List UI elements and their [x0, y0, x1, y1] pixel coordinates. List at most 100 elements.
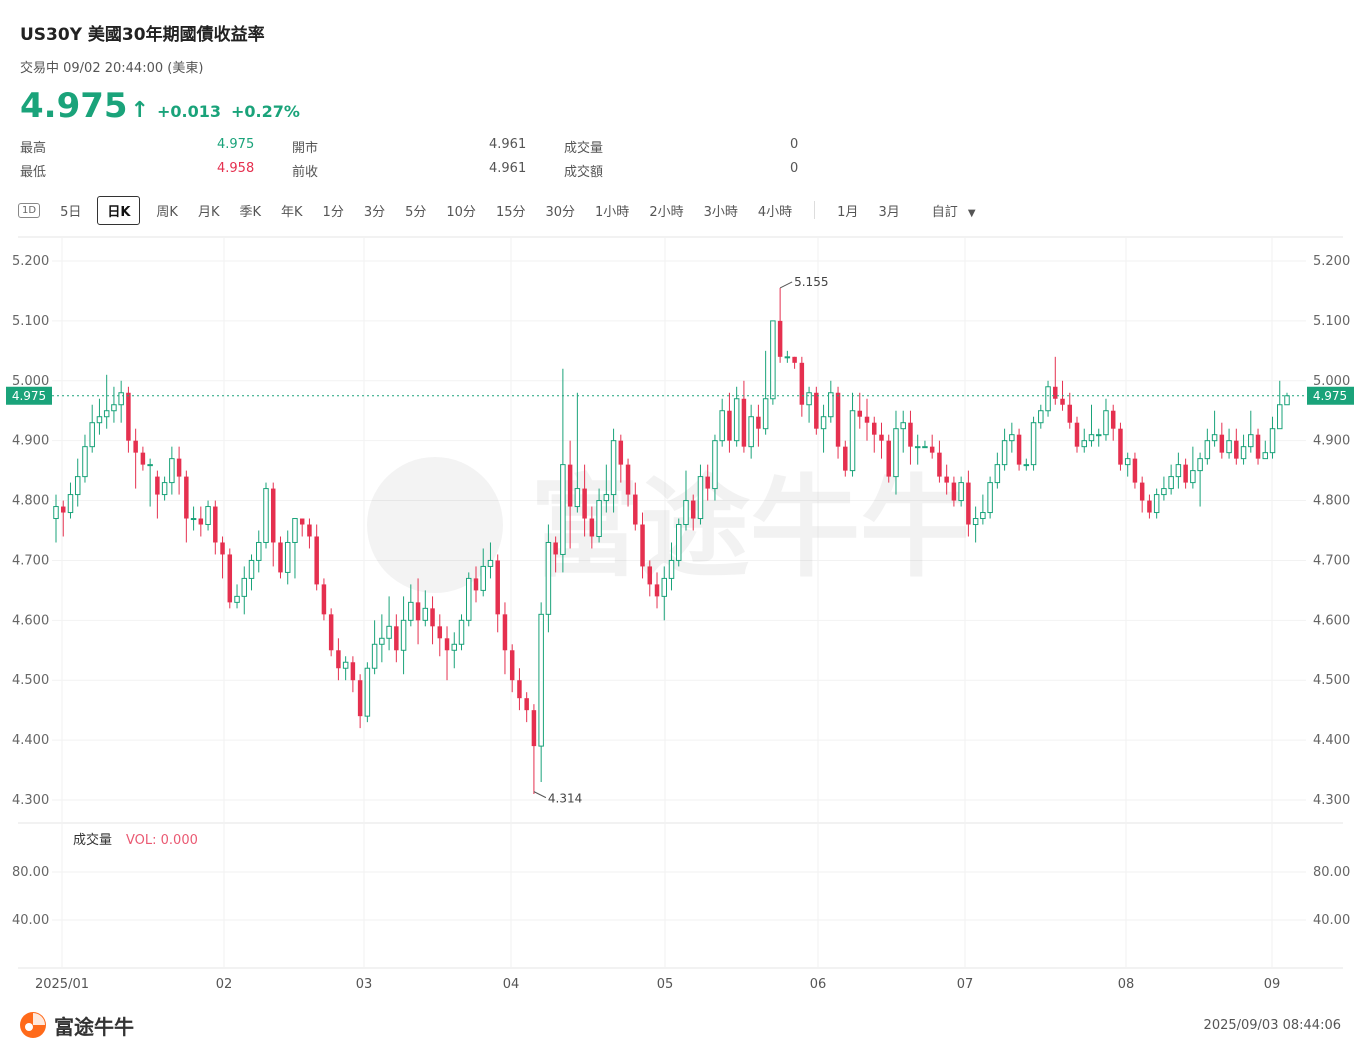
candle-body: [987, 482, 993, 514]
candle: [422, 590, 429, 627]
candle-body: [1269, 428, 1276, 454]
candle-body: [299, 518, 305, 525]
candle-body: [336, 650, 341, 669]
candle-body: [784, 356, 791, 359]
tab-5d[interactable]: 5日: [60, 204, 82, 220]
candle: [944, 464, 949, 495]
chart-grid: [18, 236, 1343, 969]
tab-1month[interactable]: 1月: [837, 204, 859, 220]
tab-3min[interactable]: 3分: [363, 204, 386, 220]
tab-weekly-k[interactable]: 周K: [156, 204, 178, 220]
candle-body: [263, 488, 269, 543]
y-tick-label-left: 4.500: [12, 673, 49, 688]
tab-daily-k[interactable]: 日K: [97, 195, 141, 225]
tab-monthly-k[interactable]: 月K: [197, 204, 220, 220]
candle: [371, 620, 378, 675]
one-day-icon[interactable]: 1D: [18, 202, 41, 218]
low-annotation-label: 4.314: [548, 792, 582, 806]
tab-3hour[interactable]: 3小時: [703, 204, 738, 220]
candle-body: [1045, 386, 1051, 412]
candle-body: [828, 392, 834, 418]
candle: [640, 512, 645, 579]
current-price-badge-left-text: 4.975: [12, 389, 46, 403]
candle: [1183, 458, 1188, 489]
tab-4hour[interactable]: 4小時: [757, 204, 793, 220]
x-tick-label: 2025/01: [35, 977, 89, 992]
candle-body: [1088, 434, 1095, 442]
tab-30min[interactable]: 30分: [545, 204, 576, 220]
candle-body: [466, 577, 472, 621]
candle: [900, 410, 906, 453]
candle-body: [1038, 410, 1044, 424]
candle-body: [169, 458, 175, 484]
candle-body: [422, 607, 429, 621]
candle-body: [307, 524, 312, 537]
tab-3month[interactable]: 3月: [878, 204, 900, 220]
candle-body: [640, 524, 645, 567]
tab-2hour[interactable]: 2小時: [649, 204, 684, 220]
candle: [103, 374, 110, 429]
candle-body: [857, 410, 863, 417]
candle: [610, 428, 617, 513]
candle: [727, 392, 732, 453]
tab-10min[interactable]: 10分: [446, 204, 476, 220]
candle-body: [538, 613, 544, 747]
candles: [53, 287, 1290, 795]
candle: [307, 518, 312, 549]
tab-15min[interactable]: 15分: [495, 204, 526, 220]
tab-1min[interactable]: 1分: [322, 204, 344, 220]
candle: [466, 572, 472, 627]
tab-1hour[interactable]: 1小時: [595, 204, 630, 220]
candle-body: [820, 416, 827, 430]
candle-body: [980, 512, 986, 520]
candle-body: [922, 446, 928, 449]
candle-body: [1124, 458, 1131, 466]
volume-tick-right: 80.00: [1313, 865, 1350, 880]
y-tick-label-left: 4.600: [12, 613, 49, 628]
candle: [1147, 494, 1152, 519]
candle-body: [96, 416, 103, 424]
tab-divider: [814, 201, 816, 219]
stat-turnover-label: 成交額: [564, 165, 604, 180]
candle: [835, 386, 841, 459]
candle-body: [908, 422, 913, 447]
candle: [342, 656, 349, 681]
brand-name: 富途牛牛: [54, 1014, 134, 1039]
volume-tick-left: 40.00: [12, 913, 49, 928]
candle: [1074, 416, 1080, 453]
candle-body: [806, 392, 812, 406]
tab-yearly-k[interactable]: 年K: [281, 204, 303, 220]
candle: [762, 350, 769, 435]
footer-timestamp: 2025/09/03 08:44:06: [1203, 1018, 1341, 1033]
candle: [531, 704, 537, 795]
candle: [111, 386, 117, 423]
candle: [82, 434, 88, 483]
candlestick-chart[interactable]: 富途牛牛 5.200 5.200 5.100 5.100 5.000 5.000 4.900…: [0, 236, 1361, 1006]
candle: [1168, 464, 1174, 495]
candle-body: [103, 410, 110, 418]
tab-5min[interactable]: 5分: [405, 204, 427, 220]
candle-body: [256, 541, 262, 561]
candle: [922, 440, 928, 449]
candle-body: [1103, 410, 1109, 436]
tab-quarterly-k[interactable]: 季K: [239, 204, 262, 220]
candle: [1118, 422, 1123, 471]
candle: [451, 632, 458, 669]
candle-body: [589, 518, 595, 537]
tab-custom[interactable]: 自訂 ▼: [922, 196, 986, 225]
candle-body: [1204, 440, 1211, 460]
candle-body: [944, 476, 949, 483]
candle-body: [972, 518, 979, 526]
candle-body: [531, 710, 537, 747]
candle: [908, 410, 913, 465]
candle: [147, 458, 153, 507]
candle: [741, 380, 747, 453]
candle-body: [458, 619, 465, 645]
candle-body: [748, 416, 754, 448]
price-row: 4.975 ↑ +0.013 +0.27%: [20, 86, 310, 126]
candle-body: [1081, 440, 1087, 448]
candle-body: [270, 488, 276, 543]
candle-body: [495, 560, 500, 615]
candle-body: [364, 667, 371, 717]
candle: [190, 506, 197, 531]
